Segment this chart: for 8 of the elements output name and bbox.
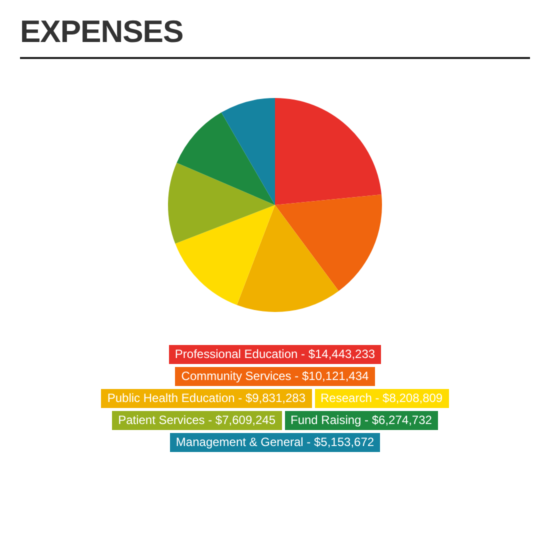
legend-label: Community Services - $10,121,434 (181, 367, 375, 386)
legend-label: Fund Raising - $6,274,732 (290, 411, 438, 430)
legend-label: Management & General - $5,153,672 (176, 433, 380, 452)
legend-label: Public Health Education - $9,831,283 (107, 389, 312, 408)
chart-title: EXPENSES (20, 14, 184, 50)
legend-label: Patient Services - $7,609,245 (118, 411, 282, 430)
legend-label: Professional Education - $14,443,233 (174, 345, 382, 364)
legend-label: Research - $8,208,809 (320, 389, 449, 408)
